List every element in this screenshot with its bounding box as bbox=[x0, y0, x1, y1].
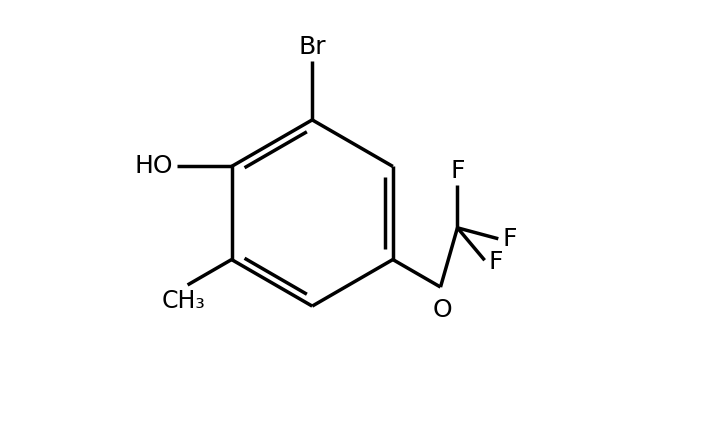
Text: Br: Br bbox=[298, 35, 326, 58]
Text: HO: HO bbox=[135, 155, 174, 178]
Text: F: F bbox=[502, 227, 517, 251]
Text: O: O bbox=[433, 298, 452, 322]
Text: F: F bbox=[450, 159, 465, 183]
Text: F: F bbox=[489, 250, 503, 274]
Text: CH₃: CH₃ bbox=[161, 289, 205, 313]
